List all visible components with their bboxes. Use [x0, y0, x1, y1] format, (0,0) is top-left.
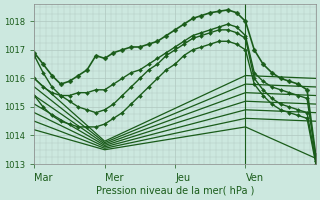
- X-axis label: Pression niveau de la mer( hPa ): Pression niveau de la mer( hPa ): [96, 186, 254, 196]
